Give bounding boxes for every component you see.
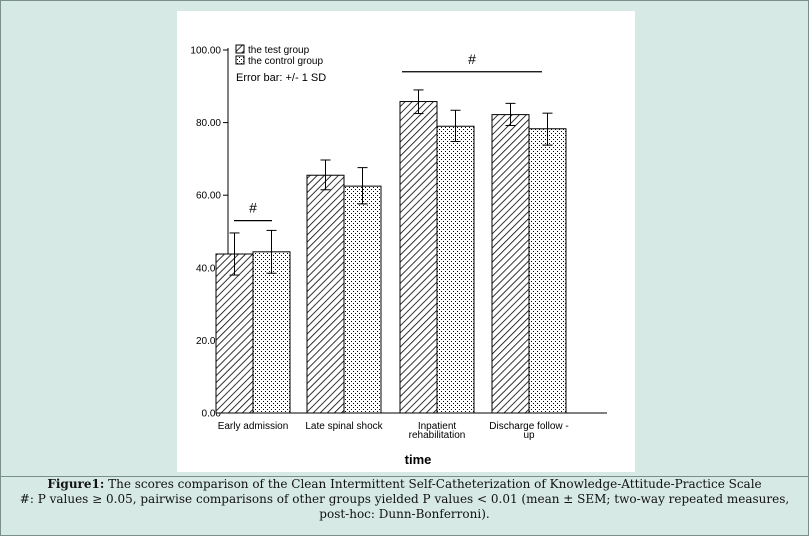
figure-caption: Figure1: The scores comparison of the Cl… xyxy=(1,476,808,537)
x-tick-label: Late spinal shock xyxy=(305,421,383,432)
caption-title-line: Figure1: The scores comparison of the Cl… xyxy=(1,477,808,492)
bar xyxy=(252,251,291,414)
x-axis-title: time xyxy=(405,452,432,467)
significance-marker: # xyxy=(249,200,257,216)
significance-marker: # xyxy=(468,51,476,67)
bar xyxy=(343,185,382,414)
error-bar-note: Error bar: +/- 1 SD xyxy=(236,72,326,84)
legend-swatch xyxy=(235,55,245,65)
y-tick-label: 0.00 xyxy=(202,409,222,420)
x-tick-label: up xyxy=(523,430,535,441)
bar xyxy=(306,174,345,414)
plot-panel: 0.00 20.00 40.00 60.00 80.00 100.00 Early admi… xyxy=(177,11,635,472)
bar-chart: 0.00 20.00 40.00 60.00 80.00 100.00 Early admi… xyxy=(190,44,607,467)
bar xyxy=(215,253,254,414)
bar xyxy=(528,128,567,414)
x-tick-label: rehabilitation xyxy=(409,430,466,441)
caption-title: The scores comparison of the Clean Inter… xyxy=(108,477,762,491)
caption-note-line-1: #: P values ≥ 0.05, pairwise comparisons… xyxy=(19,492,790,506)
caption-note-line-2: post-hoc: Dunn-Bonferroni). xyxy=(319,507,490,521)
y-tick-label: 100.00 xyxy=(190,46,221,57)
y-tick-label: 60.00 xyxy=(196,191,221,202)
y-tick-label: 20.00 xyxy=(196,336,221,347)
bar xyxy=(436,125,475,414)
legend-swatch xyxy=(235,44,245,54)
x-tick-label: Discharge follow - xyxy=(489,421,568,432)
x-tick-label: Inpatient xyxy=(418,421,457,432)
y-tick-label: 40.00 xyxy=(196,263,221,274)
y-tick-label: 80.00 xyxy=(196,118,221,129)
legend-label: the test group xyxy=(248,45,310,56)
bar xyxy=(399,101,438,414)
caption-label: Figure1: xyxy=(47,477,105,491)
bar xyxy=(491,114,530,414)
legend-label: the control group xyxy=(248,56,323,67)
x-tick-label: Early admission xyxy=(218,421,289,432)
